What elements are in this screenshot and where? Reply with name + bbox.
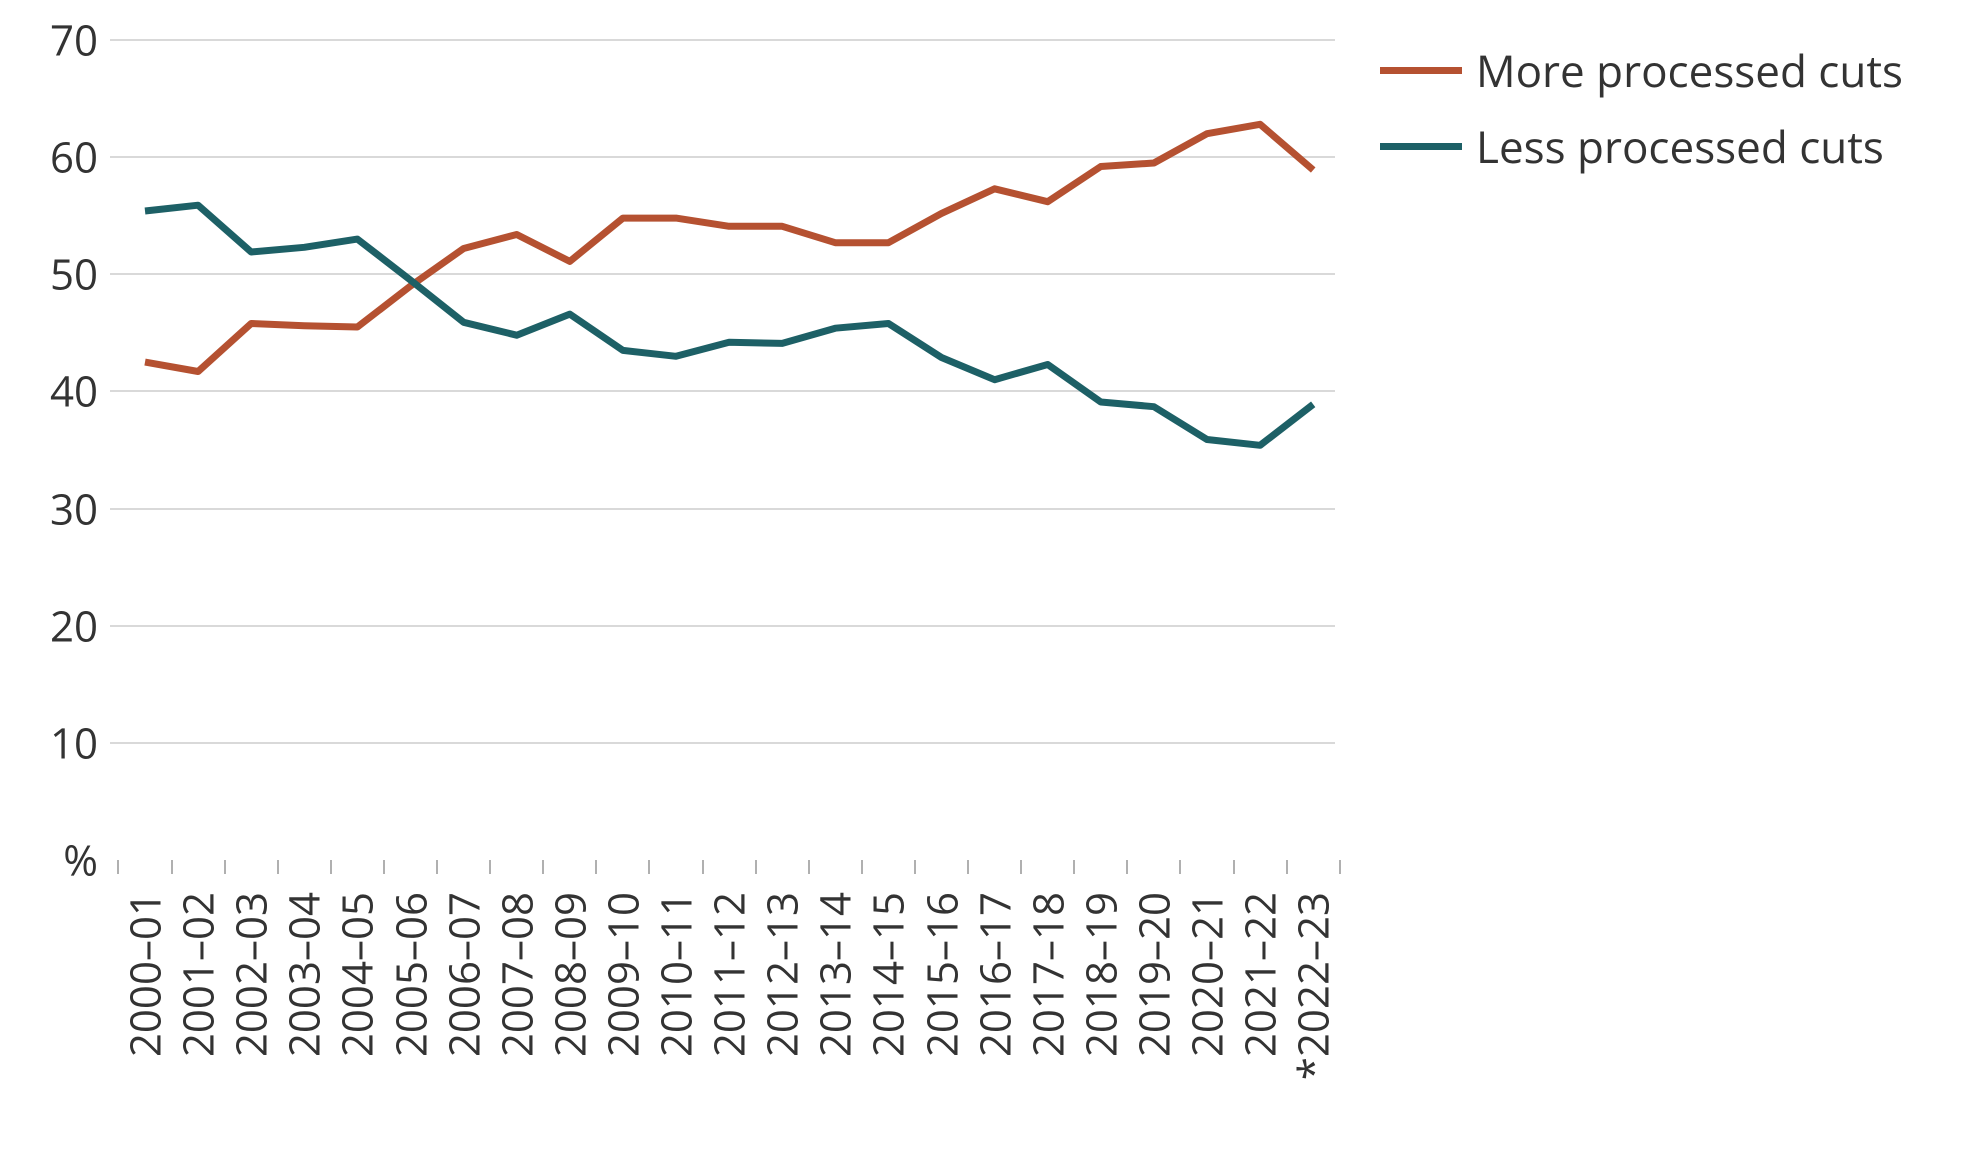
x-tick-label: 2011–12 — [701, 892, 758, 1057]
x-tick-label: 2018–19 — [1072, 892, 1129, 1057]
x-tick-label: 2015–16 — [913, 892, 970, 1057]
line-chart: 10203040506070% 2000–012001–022002–03200… — [0, 0, 1980, 1155]
x-tick-mark — [489, 860, 491, 874]
x-tick-mark — [1286, 860, 1288, 874]
x-tick-mark — [330, 860, 332, 874]
x-tick-label: 2012–13 — [754, 892, 811, 1057]
x-tick-label: 2017–18 — [1019, 892, 1076, 1057]
x-tick-label: 2010–11 — [648, 892, 705, 1057]
x-tick-mark — [755, 860, 757, 874]
x-tick-label: 2005–06 — [382, 892, 439, 1057]
x-tick-mark — [1020, 860, 1022, 874]
x-tick-label: 2019–20 — [1125, 892, 1182, 1057]
x-tick-mark — [117, 860, 119, 874]
x-tick-mark — [171, 860, 173, 874]
legend-item: Less processed cuts — [1380, 116, 1903, 176]
x-tick-mark — [1126, 860, 1128, 874]
x-tick-mark — [277, 860, 279, 874]
x-tick-label: 2004–05 — [329, 892, 386, 1057]
legend-label: Less processed cuts — [1476, 116, 1884, 176]
x-tick-label: *2022–23 — [1285, 892, 1342, 1080]
x-tick-label: 2014–15 — [860, 892, 917, 1057]
x-tick-mark — [1233, 860, 1235, 874]
x-tick-mark — [595, 860, 597, 874]
x-tick-mark — [861, 860, 863, 874]
x-tick-label: 2000–01 — [117, 892, 174, 1057]
legend-swatch — [1380, 143, 1462, 150]
x-tick-mark — [224, 860, 226, 874]
x-tick-label: 2013–14 — [807, 892, 864, 1057]
x-tick-mark — [648, 860, 650, 874]
x-tick-mark — [1339, 860, 1341, 874]
x-tick-label: 2008–09 — [541, 892, 598, 1057]
x-tick-mark — [914, 860, 916, 874]
x-tick-label: 2007–08 — [488, 892, 545, 1057]
x-tick-mark — [383, 860, 385, 874]
legend: More processed cuts Less processed cuts — [1380, 40, 1903, 192]
x-tick-label: 2003–04 — [276, 892, 333, 1057]
legend-item: More processed cuts — [1380, 40, 1903, 100]
x-tick-mark — [1179, 860, 1181, 874]
x-tick-label: 2021–22 — [1232, 892, 1289, 1057]
x-tick-mark — [702, 860, 704, 874]
x-tick-label: 2002–03 — [223, 892, 280, 1057]
x-tick-label: 2006–07 — [435, 892, 492, 1057]
legend-label: More processed cuts — [1476, 40, 1903, 100]
x-tick-mark — [436, 860, 438, 874]
x-tick-label: 2009–10 — [594, 892, 651, 1057]
x-tick-mark — [542, 860, 544, 874]
x-tick-mark — [1073, 860, 1075, 874]
legend-swatch — [1380, 67, 1462, 74]
x-tick-mark — [808, 860, 810, 874]
x-tick-label: 2001–02 — [170, 892, 227, 1057]
x-tick-mark — [967, 860, 969, 874]
x-tick-label: 2020–21 — [1179, 892, 1236, 1057]
x-tick-label: 2016–17 — [966, 892, 1023, 1057]
